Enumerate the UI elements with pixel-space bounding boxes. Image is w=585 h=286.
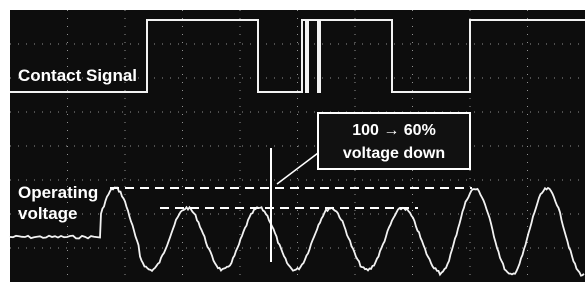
annotation-line: 100 → 60%	[352, 122, 436, 139]
operating-voltage-label: voltage	[18, 204, 78, 223]
annotation-line: voltage down	[343, 145, 445, 162]
contact-signal-label: Contact Signal	[18, 66, 137, 85]
operating-voltage-label: Operating	[18, 183, 98, 202]
oscilloscope-screenshot: 100 → 60% voltage down Contact Signal Op…	[0, 0, 585, 286]
